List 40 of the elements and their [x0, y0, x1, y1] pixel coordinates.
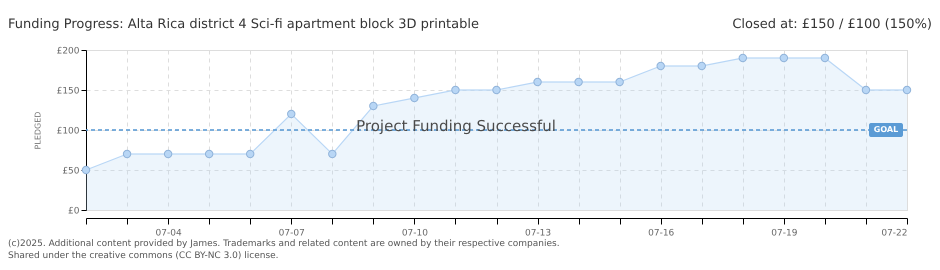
x-tick-label: 07-13: [524, 228, 552, 238]
text: (c)2025. Additional content provided by James. Trademarks and related content are owned by their respective companies.: [8, 239, 560, 249]
point: [369, 102, 378, 110]
y-axis-title: PLEDGED: [34, 112, 43, 150]
point: [902, 86, 912, 94]
point: [451, 86, 460, 94]
point: [862, 86, 870, 94]
point: [287, 110, 296, 118]
text: Shared under the creative commons (CC BY-NC 3.0) license.: [8, 251, 279, 261]
point: [204, 150, 214, 158]
y-tick-label: £0: [68, 206, 80, 216]
chart-subtitle: Closed at: £150 / £100 (150%): [732, 17, 932, 32]
point: [820, 54, 830, 62]
point: [574, 78, 583, 86]
x-tick-label: 07-04: [156, 228, 182, 238]
point: [246, 150, 254, 158]
y-tick-label: £150: [56, 86, 80, 96]
x-tick-label: 07-22: [881, 228, 908, 238]
x-tick-label: 07-10: [402, 228, 428, 238]
point: [615, 78, 624, 86]
ref-line-label: GOAL: [874, 125, 898, 134]
point: [533, 78, 542, 86]
annotation: Project Funding Successful: [356, 117, 556, 135]
point: [164, 150, 172, 158]
point: [738, 54, 748, 62]
point: [328, 150, 337, 158]
y-tick-label: £100: [56, 126, 80, 136]
point: [410, 94, 419, 102]
chart-title: Funding Progress: Alta Rica district 4 Sci-fi apartment block 3D printable: [8, 17, 479, 32]
point: [656, 62, 665, 70]
point: [122, 150, 132, 158]
y-tick-label: £50: [62, 166, 80, 176]
point: [82, 166, 90, 174]
point: [698, 62, 706, 70]
x-tick-label: 07-19: [771, 228, 798, 238]
point: [780, 54, 788, 62]
y-tick-label: £200: [56, 46, 80, 56]
x-tick-label: 07-16: [648, 228, 675, 238]
point: [492, 86, 501, 94]
x-tick-label: 07-07: [278, 228, 305, 238]
